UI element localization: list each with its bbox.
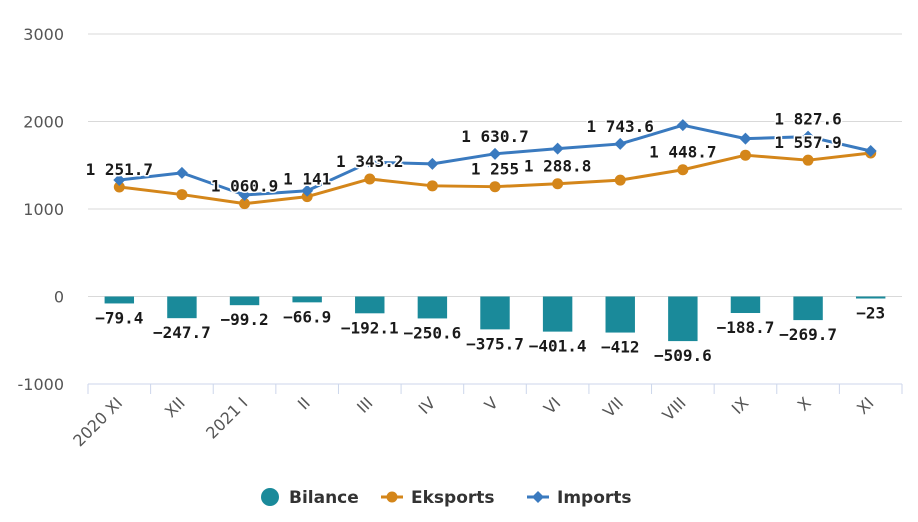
y-tick-label: -1000 [18, 375, 65, 394]
x-tick-label: XII [161, 393, 189, 421]
line-data-label: 1 141 [283, 170, 331, 189]
legend-label: Eksports [411, 488, 495, 508]
y-tick-label: 1000 [23, 200, 64, 219]
bar-bilance [793, 296, 823, 321]
point-eksports [802, 154, 814, 166]
point-imports [113, 174, 126, 187]
line-data-label: 1 448.7 [649, 143, 716, 162]
bar-bilance [229, 296, 260, 306]
x-tick-label: IX [728, 393, 753, 418]
point-imports [864, 144, 877, 157]
data-labels: −79.4−247.7−99.2 −66.9−192.1 −250.6−375.7−… [84, 108, 887, 367]
point-eksports [614, 174, 626, 186]
x-tick-label: VIII [658, 393, 689, 424]
bar-bilance [542, 296, 573, 332]
point-eksports [426, 180, 438, 192]
bar-data-label: −79.4 [95, 308, 143, 327]
legend-eksports-icon [386, 491, 398, 503]
line-data-label: 1 251.7 [86, 160, 153, 179]
legend-label: Imports [557, 488, 632, 508]
point-imports [489, 147, 501, 160]
legend-bilance-icon [261, 488, 279, 506]
x-tick-label: VII [599, 393, 627, 421]
line-data-label: 1 630.7 [461, 127, 528, 146]
x-tick-label: 2020 XI [69, 393, 126, 450]
legend: Bilance Eksports Imports [261, 488, 632, 508]
x-tick-label: IV [415, 393, 440, 418]
x-tick-label: VI [540, 393, 565, 418]
bar-data-label: −99.2 [220, 310, 268, 329]
point-eksports [739, 149, 751, 161]
bar-bilance [355, 296, 385, 314]
x-axis: 2020 XI XII 2021 I II III IV V VI VII VIII IX X XI [69, 383, 903, 450]
x-tick-label: V [481, 393, 502, 414]
y-axis: -1000 0 1000 2000 3000 [18, 25, 65, 394]
y-tick-label: 2000 [23, 113, 64, 132]
legend-label: Bilance [289, 488, 359, 508]
x-tick-label: X [794, 393, 815, 414]
line-series [113, 119, 877, 210]
bar-bilance [104, 296, 135, 304]
bar-data-label: −247.7 [153, 323, 211, 342]
point-imports [802, 130, 815, 143]
y-tick-label: 3000 [23, 25, 64, 44]
bar-data-label: −250.6 [403, 323, 461, 342]
bar-data-label: −375.7 [466, 334, 524, 353]
point-imports [363, 156, 376, 169]
point-eksports [113, 181, 125, 193]
point-imports [301, 184, 314, 197]
point-imports [676, 119, 689, 132]
bar-data-label: −192.1 [341, 318, 399, 337]
point-imports [739, 132, 752, 145]
x-tick-label: II [294, 393, 314, 413]
bilance-bars [104, 296, 886, 342]
point-eksports [364, 173, 376, 185]
point-imports [175, 166, 188, 179]
bar-bilance [668, 296, 698, 342]
line-data-label: 1 343.2 [336, 152, 403, 171]
x-tick-label: 2021 I [202, 393, 251, 442]
point-imports [614, 137, 627, 150]
point-eksports [489, 181, 501, 193]
point-imports [551, 142, 564, 155]
bar-data-label: −23 [856, 304, 885, 323]
point-imports [426, 157, 439, 170]
bar-bilance [855, 296, 886, 299]
legend-imports-icon [532, 491, 544, 503]
point-eksports [239, 198, 251, 210]
point-imports [238, 189, 251, 201]
point-eksports [552, 178, 564, 190]
bar-data-label: −188.7 [717, 318, 775, 337]
point-eksports [176, 189, 188, 201]
bar-data-label: −269.7 [779, 325, 837, 344]
bar-data-label: −401.4 [529, 337, 587, 356]
bar-bilance [417, 296, 448, 319]
line-data-label: 1 255 [471, 160, 519, 179]
point-eksports [677, 164, 689, 176]
bar-bilance [480, 296, 510, 330]
bar-bilance [167, 296, 197, 319]
bar-bilance [292, 296, 322, 303]
line-data-label: 1 557.9 [774, 133, 841, 152]
bar-data-label: −412 [601, 338, 640, 357]
bar-bilance [605, 296, 635, 333]
x-tick-label: III [353, 393, 376, 416]
line-data-label: 1 288.8 [524, 157, 591, 176]
x-tick-label: XI [853, 393, 878, 418]
bar-data-label: −509.6 [654, 346, 712, 365]
bar-data-label: −66.9 [283, 307, 331, 326]
line-data-label: 1 743.6 [587, 117, 654, 136]
bar-bilance [730, 296, 761, 314]
line-data-label: 1 827.6 [774, 110, 841, 129]
line-data-label: 1 060.9 [211, 177, 278, 196]
y-tick-label: 0 [54, 288, 64, 307]
